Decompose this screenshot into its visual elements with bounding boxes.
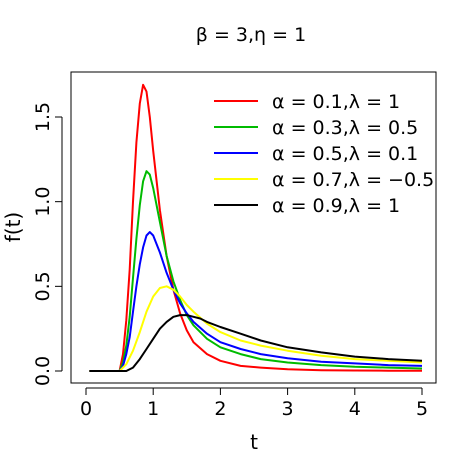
series-line-3 <box>89 231 423 372</box>
legend-label-1: α = 0.1,λ = 1 <box>272 91 400 113</box>
legend-label-2: α = 0.3,λ = 0.5 <box>272 117 418 139</box>
plot-frame <box>70 71 437 384</box>
y-tick-label: 0.0 <box>32 356 54 386</box>
legend-label-4: α = 0.7,λ = −0.5 <box>272 169 434 191</box>
series-layer <box>89 83 423 372</box>
legend: α = 0.1,λ = 1 α = 0.3,λ = 0.5 α = 0.5,λ = … <box>214 91 434 217</box>
x-axis-title: t <box>250 430 258 454</box>
legend-label-3: α = 0.5,λ = 0.1 <box>272 143 418 165</box>
y-tick-label: 0.5 <box>32 271 54 301</box>
x-tick-label: 1 <box>147 398 159 420</box>
chart-title: β = 3,η = 1 <box>196 24 306 46</box>
y-tick-label: 1.5 <box>32 102 54 132</box>
x-tick-label: 2 <box>214 398 226 420</box>
x-tick-label: 0 <box>80 398 92 420</box>
x-tick-label: 4 <box>349 398 361 420</box>
y-axis-title: f(t) <box>1 212 25 243</box>
y-tick-label: 1.0 <box>32 187 54 217</box>
series-line-5 <box>89 314 423 372</box>
series-line-2 <box>89 170 423 372</box>
x-tick-label: 5 <box>416 398 428 420</box>
legend-label-5: α = 0.9,λ = 1 <box>272 195 400 217</box>
x-axis: 0 1 2 3 4 5 <box>80 387 428 420</box>
x-tick-label: 3 <box>282 398 294 420</box>
y-axis: 0.0 0.5 1.0 1.5 <box>32 102 63 386</box>
series-line-4 <box>89 285 423 372</box>
